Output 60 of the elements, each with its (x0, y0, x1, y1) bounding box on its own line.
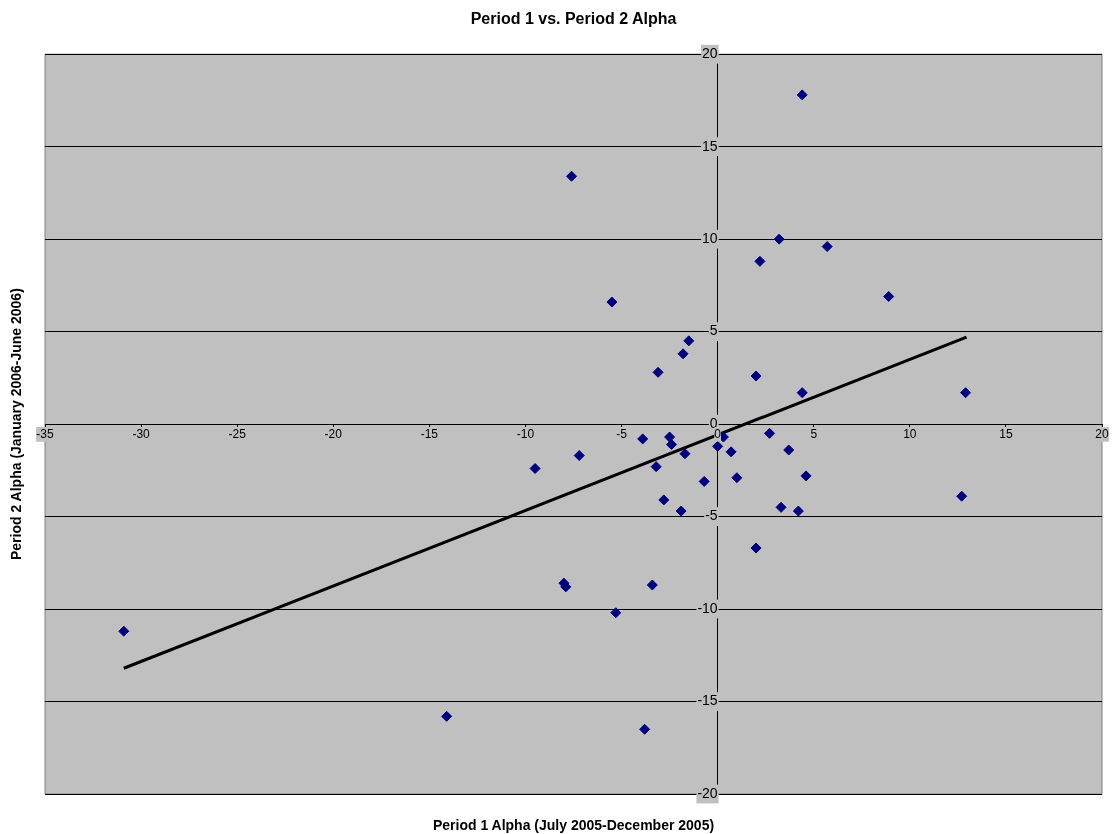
point (573, 450, 585, 462)
y-tick-label: 5 (709, 322, 718, 339)
y-tick-label: -15 (697, 692, 718, 709)
point (637, 433, 649, 445)
x-tick-label: -5 (616, 426, 628, 441)
point (118, 625, 130, 637)
x-tick-label: 10 (903, 426, 917, 441)
point (664, 431, 676, 443)
x-axis-title: Period 1 Alpha (July 2005-December 2005) (432, 816, 715, 833)
y-tick-label: 10 (702, 230, 718, 247)
point (666, 438, 678, 450)
y-tick-label: -20 (697, 784, 718, 801)
point (639, 723, 651, 735)
point (821, 241, 833, 253)
x-tick-label: 15 (999, 426, 1013, 441)
point (529, 462, 541, 474)
point (679, 448, 691, 460)
point (750, 370, 762, 382)
point (956, 490, 968, 502)
point (960, 387, 972, 399)
y-axis-title: Period 2 Alpha (January 2006-June 2006) (7, 288, 24, 561)
x-tick-label: -10 (516, 426, 535, 441)
point (883, 290, 895, 302)
point (566, 170, 578, 182)
x-tick-label: -25 (228, 426, 247, 441)
point (650, 461, 662, 473)
point (796, 89, 808, 101)
point (646, 579, 658, 591)
point (698, 475, 710, 487)
point (796, 387, 808, 399)
chart-title: Period 1 vs. Period 2 Alpha (470, 10, 677, 28)
point (441, 710, 453, 722)
point (675, 505, 687, 517)
point (750, 542, 762, 554)
point (658, 494, 670, 506)
point (800, 470, 812, 482)
point (712, 440, 724, 452)
point (683, 335, 695, 347)
y-tick-label: -5 (705, 507, 718, 524)
point (610, 607, 622, 619)
point (754, 255, 766, 267)
point (775, 501, 787, 513)
point (606, 296, 618, 308)
y-tick-label: -10 (697, 599, 718, 616)
x-tick-label: -15 (420, 426, 439, 441)
y-tick-label: 15 (702, 137, 718, 154)
point (725, 446, 737, 458)
point (773, 233, 785, 245)
point (783, 444, 795, 456)
point (652, 366, 664, 378)
y-tick-label: 20 (702, 45, 718, 62)
x-tick-label: 20 (1095, 426, 1109, 441)
x-tick-label: -30 (132, 426, 151, 441)
x-tick-label: -35 (36, 426, 54, 441)
x-tick-label: -20 (324, 426, 343, 441)
point (792, 505, 804, 517)
point (764, 427, 776, 439)
x-tick-label: 5 (810, 426, 818, 441)
point (731, 472, 743, 484)
point (677, 348, 689, 360)
